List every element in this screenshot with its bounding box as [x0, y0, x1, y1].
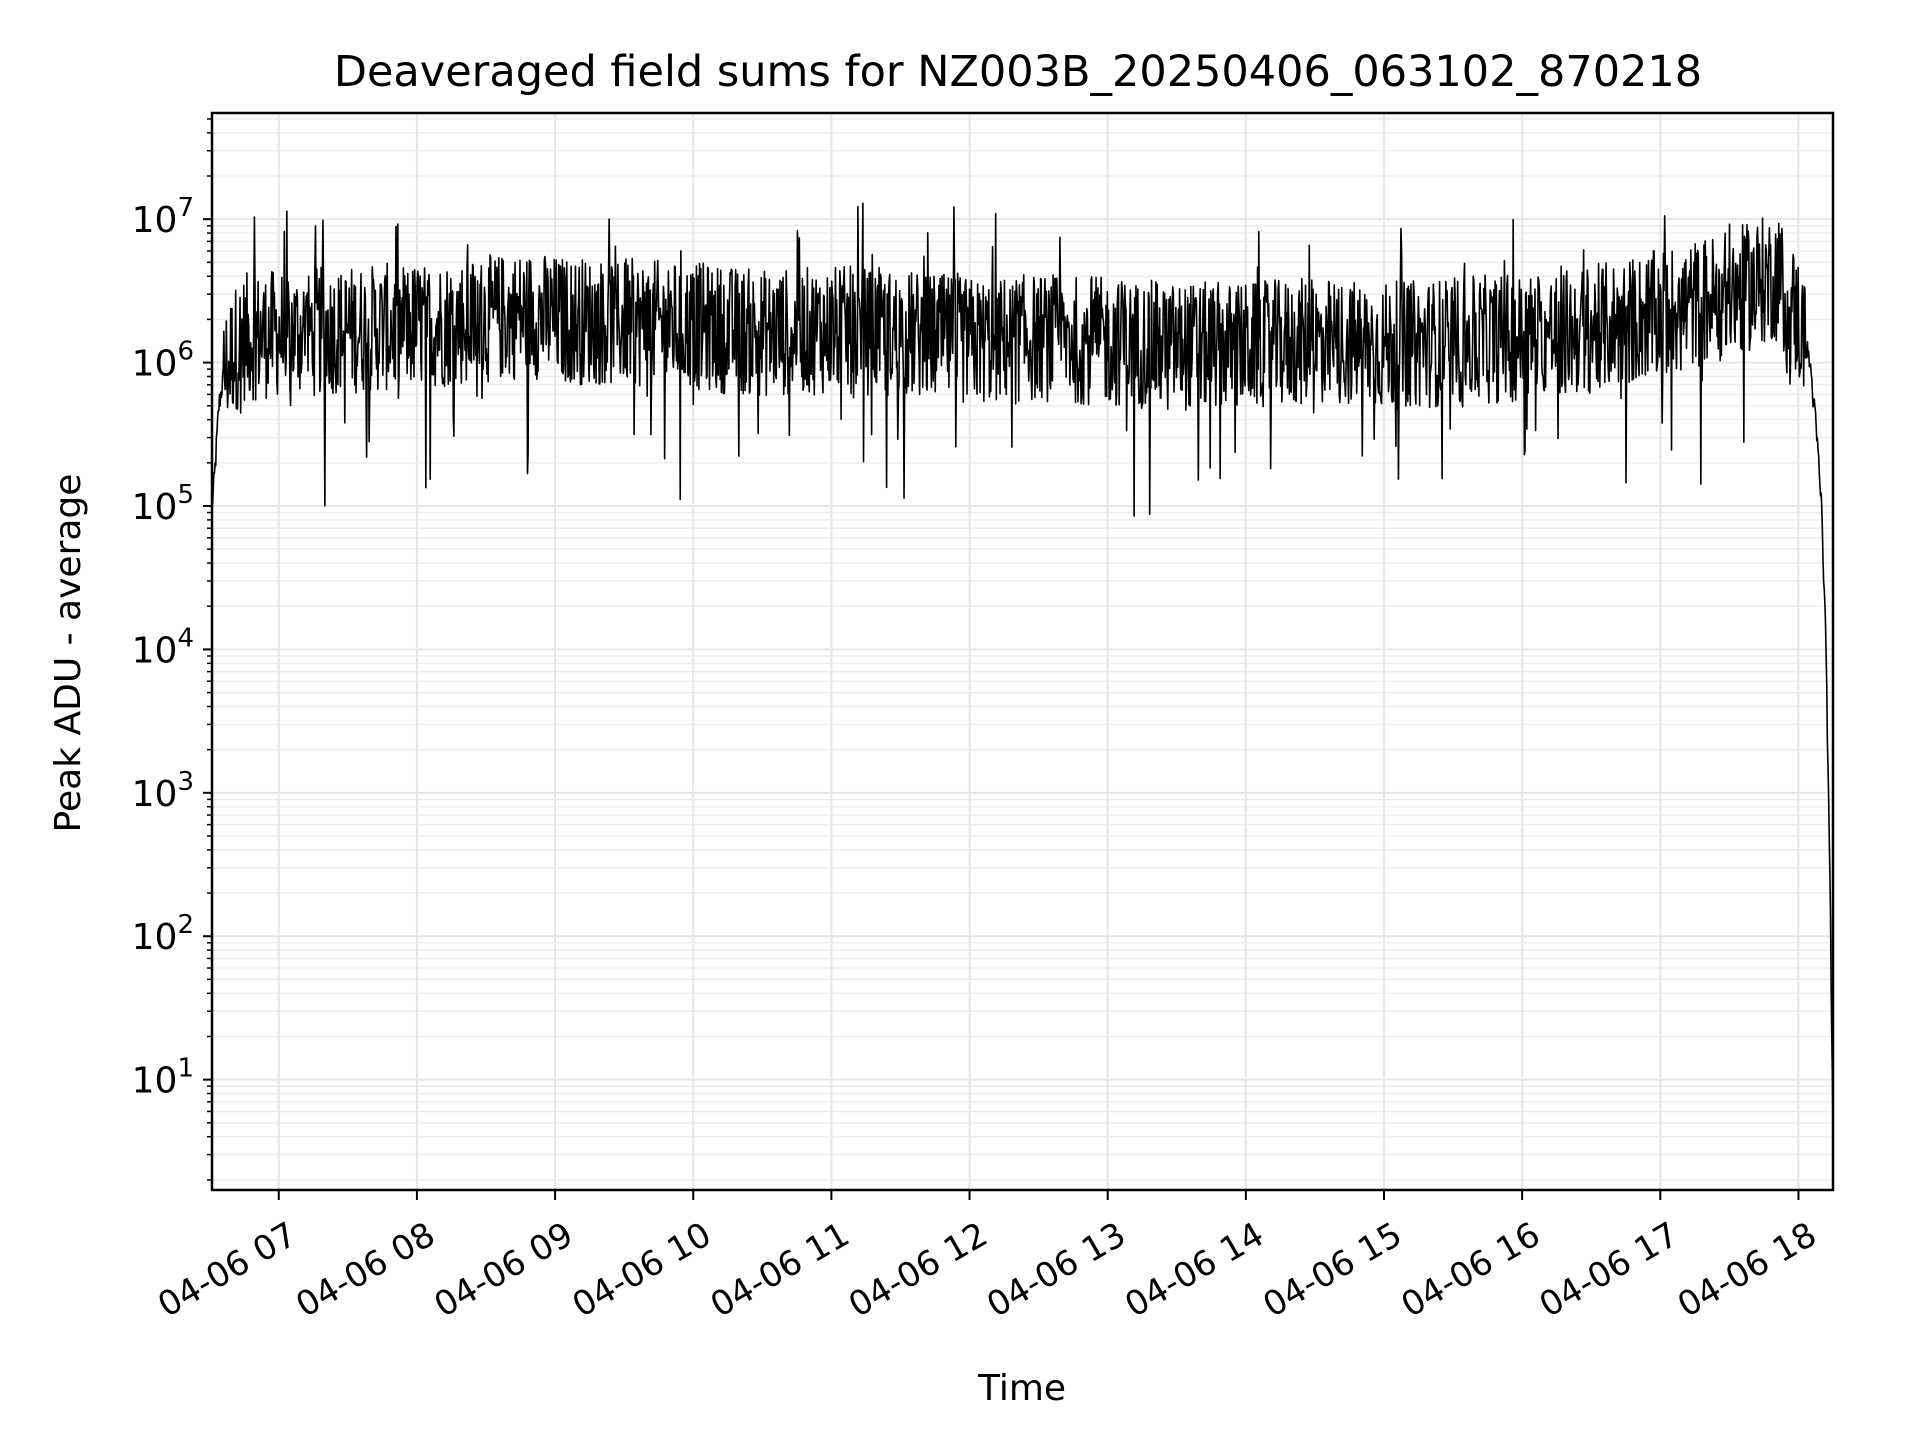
axes-frame — [210, 111, 1835, 1192]
y-tick-label: 107 — [132, 193, 194, 241]
y-tick-label: 104 — [132, 623, 194, 671]
y-axis-label: Peak ADU - average — [48, 474, 89, 833]
y-tick-label: 101 — [132, 1054, 194, 1102]
y-tick-label: 106 — [132, 337, 194, 385]
y-axis: 101 102 103 104 105 106 107 — [132, 118, 212, 1181]
plot-area — [212, 202, 1833, 1127]
y-tick-label: 105 — [132, 480, 194, 528]
chart-title: Deaveraged field sums for NZ003B_2025040… — [334, 47, 1702, 97]
series-line — [212, 202, 1833, 1127]
y-tick-label: 102 — [132, 910, 194, 958]
x-axis-label: Time — [977, 1368, 1066, 1409]
y-tick-label: 103 — [132, 767, 194, 815]
grid — [212, 113, 1833, 1190]
